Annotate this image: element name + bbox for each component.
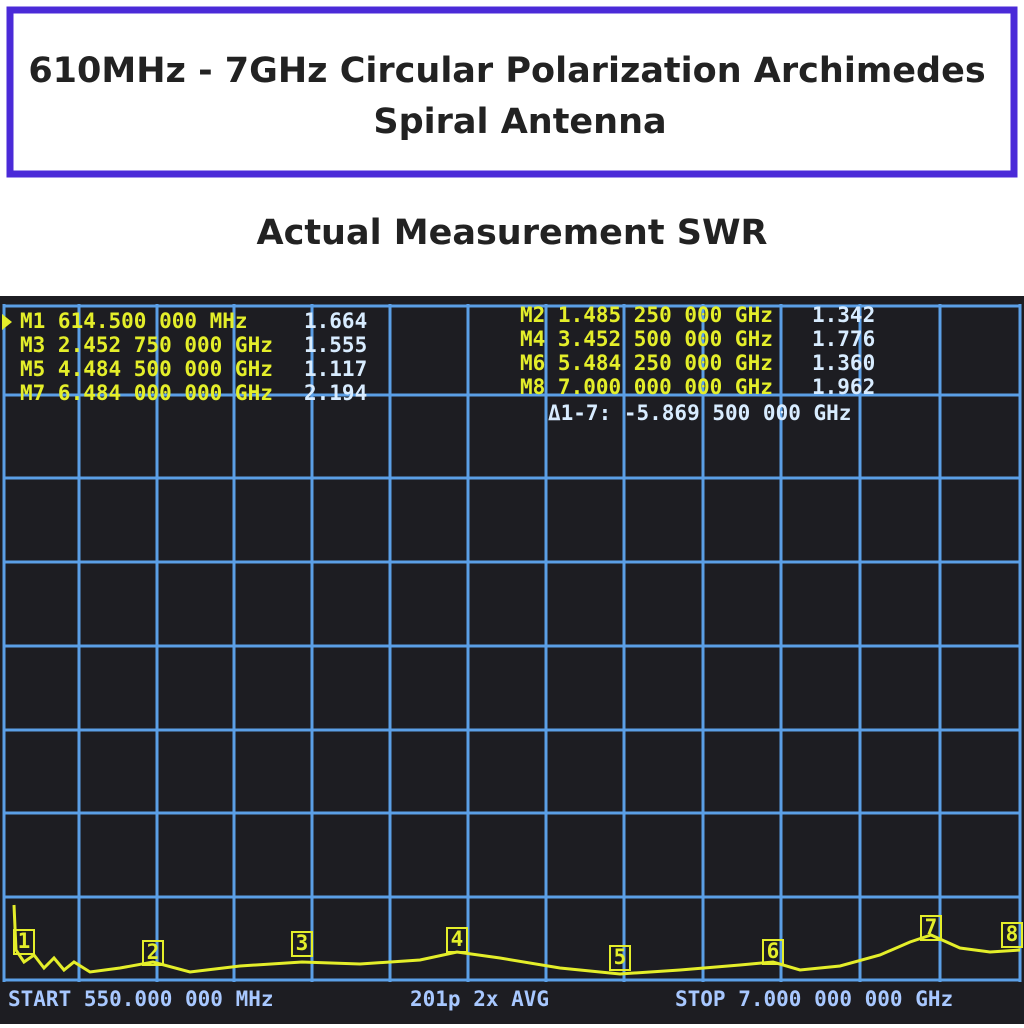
title: Spiral Antenna bbox=[373, 102, 666, 142]
marker-flag-label: 8 bbox=[1006, 922, 1019, 946]
marker-label: M3 2.452 750 000 GHz bbox=[20, 333, 273, 357]
delta-readout: Δ1-7: -5.869 500 000 GHz bbox=[548, 401, 851, 425]
marker-value: 1.776 bbox=[812, 327, 875, 351]
marker-value: 1.664 bbox=[304, 309, 367, 333]
marker-flag bbox=[291, 931, 313, 957]
marker-label: M8 7.000 000 000 GHz bbox=[520, 375, 773, 399]
marker-label: M7 6.484 000 000 GHz bbox=[20, 381, 273, 405]
marker-flag-label: 4 bbox=[451, 927, 464, 951]
marker-value: 2.194 bbox=[304, 381, 367, 405]
marker-label: M1 614.500 000 MHz bbox=[20, 309, 248, 333]
marker-label: M4 3.452 500 000 GHz bbox=[520, 327, 773, 351]
marker-value: 1.342 bbox=[812, 303, 875, 327]
marker-flag bbox=[13, 929, 35, 955]
marker-flag bbox=[446, 927, 468, 953]
marker-label: M5 4.484 500 000 GHz bbox=[20, 357, 273, 381]
marker-flag bbox=[1001, 922, 1023, 948]
marker-flag bbox=[142, 940, 164, 966]
marker-flag-label: 6 bbox=[767, 939, 780, 963]
marker-flag-label: 7 bbox=[925, 915, 938, 939]
marker-value: 1.360 bbox=[812, 351, 875, 375]
instrument-screen: M1 614.500 000 MHz 1.664 1 M2 1.485 250 000… bbox=[0, 296, 1024, 1024]
title: 610MHz - 7GHz Circular Polarization Arch… bbox=[28, 51, 985, 91]
marker-flag-label: 5 bbox=[614, 945, 627, 969]
marker-value: 1.555 bbox=[304, 333, 367, 357]
title-box bbox=[6, 6, 1018, 178]
footer-points: 201p 2x AVG bbox=[410, 987, 549, 1011]
marker-flag-label: 1 bbox=[18, 929, 31, 953]
marker-flag bbox=[609, 945, 631, 971]
marker-value: 1.117 bbox=[304, 357, 367, 381]
marker-flag bbox=[920, 915, 942, 941]
footer-start: START 550.000 000 MHz bbox=[8, 987, 274, 1011]
marker-label: M6 5.484 250 000 GHz bbox=[520, 351, 773, 375]
marker-pointer bbox=[2, 314, 12, 330]
footer-stop: STOP 7.000 000 000 GHz bbox=[675, 987, 953, 1011]
swr-trace bbox=[12, 904, 1021, 976]
marker-flag-label: 3 bbox=[296, 931, 309, 955]
marker-flag-label: 2 bbox=[147, 940, 160, 964]
marker-value: 1.962 bbox=[812, 375, 875, 399]
marker-flag bbox=[762, 939, 784, 965]
subtitle: Actual Measurement SWR bbox=[256, 213, 767, 253]
screen-bg bbox=[0, 296, 1024, 1024]
marker-label: M2 1.485 250 000 GHz bbox=[520, 303, 773, 327]
